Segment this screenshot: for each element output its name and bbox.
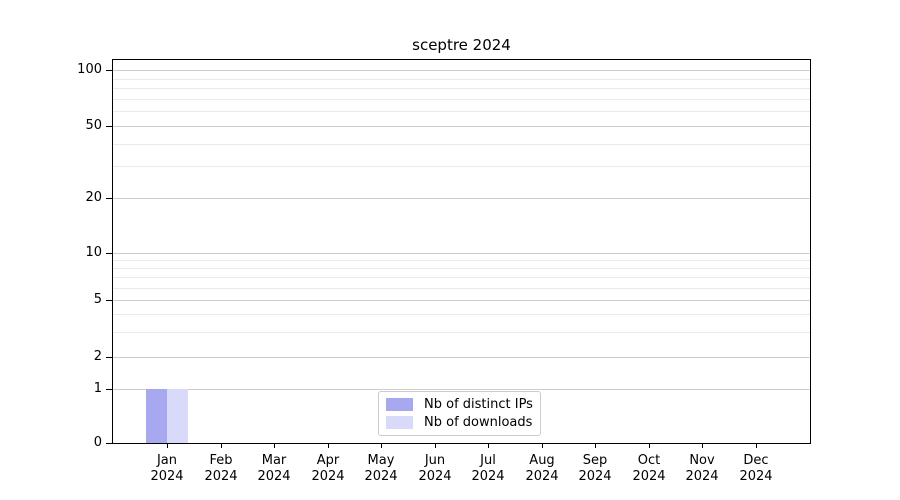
y-tick-mark [106,389,113,390]
x-tick-month: Oct [637,453,661,468]
x-tick-label: Jun 2024 [405,453,465,485]
x-tick-year: 2024 [418,469,452,484]
x-tick-mark [381,444,382,448]
legend-item: Nb of downloads [386,414,533,431]
y-tick-label: 20 [85,190,102,205]
x-tick-year: 2024 [685,469,719,484]
x-tick-month: Apr [316,453,340,468]
x-tick-mark [488,444,489,448]
gridline-minor [113,79,810,80]
y-tick-mark [106,198,113,199]
x-tick-label: Jul 2024 [458,453,518,485]
x-tick-year: 2024 [364,469,398,484]
x-tick-mark [328,444,329,448]
y-tick-mark [106,253,113,254]
x-tick-month: Aug [529,453,555,468]
gridline-minor [113,88,810,89]
x-tick-month: Dec [743,453,769,468]
bar-downloads [167,389,189,443]
gridline-major [113,70,810,71]
y-tick-label: 0 [93,435,102,450]
gridline-minor [113,288,810,289]
y-tick-label: 2 [93,349,102,364]
x-tick-label: May 2024 [351,453,411,485]
x-tick-month: Jul [480,453,496,468]
x-tick-mark [702,444,703,448]
x-tick-label: Feb 2024 [191,453,251,485]
x-tick-mark [274,444,275,448]
x-tick-month: Jan [156,453,178,468]
x-tick-year: 2024 [739,469,773,484]
y-tick-mark [106,357,113,358]
legend-swatch [386,398,413,412]
gridline-major [113,126,810,127]
legend: Nb of distinct IPs Nb of downloads [378,391,541,436]
y-tick-label: 50 [85,118,102,133]
x-tick-label: Oct 2024 [619,453,679,485]
x-tick-month: Feb [209,453,233,468]
x-tick-mark [542,444,543,448]
gridline-minor [113,277,810,278]
x-tick-year: 2024 [632,469,666,484]
x-tick-month: Jun [424,453,446,468]
legend-label: Nb of distinct IPs [424,397,533,413]
x-tick-year: 2024 [150,469,184,484]
plot-area [112,59,811,444]
x-tick-year: 2024 [204,469,238,484]
x-tick-label: Jan 2024 [137,453,197,485]
gridline-minor [113,268,810,269]
x-tick-label: Nov 2024 [672,453,732,485]
y-tick-label: 1 [93,381,102,396]
gridline-major [113,357,810,358]
y-tick-mark [106,300,113,301]
x-tick-label: Mar 2024 [244,453,304,485]
x-tick-mark [167,444,168,448]
x-tick-year: 2024 [311,469,345,484]
y-tick-label: 5 [93,292,102,307]
x-tick-month: May [367,453,395,468]
legend-item: Nb of distinct IPs [386,396,533,413]
x-tick-label: Apr 2024 [298,453,358,485]
x-tick-mark [435,444,436,448]
gridline-minor [113,260,810,261]
x-tick-year: 2024 [525,469,559,484]
y-tick-mark [106,70,113,71]
x-tick-label: Sep 2024 [565,453,625,485]
legend-swatch [386,415,413,429]
x-tick-mark [756,444,757,448]
x-tick-month: Mar [261,453,287,468]
gridline-minor [113,166,810,167]
x-tick-month: Nov [689,453,715,468]
gridline-minor [113,332,810,333]
x-tick-mark [649,444,650,448]
gridline-major [113,253,810,254]
x-tick-year: 2024 [471,469,505,484]
chart-title: sceptre 2024 [412,36,511,54]
gridline-major [113,389,810,390]
y-tick-label: 100 [77,62,102,77]
y-tick-label: 10 [85,245,102,260]
gridline-major [113,198,810,199]
bar-distinct-ips [145,389,167,443]
x-tick-year: 2024 [578,469,612,484]
gridline-minor [113,314,810,315]
legend-label: Nb of downloads [424,414,533,430]
x-tick-mark [595,444,596,448]
x-tick-month: Sep [582,453,608,468]
x-tick-label: Dec 2024 [726,453,786,485]
gridline-minor [113,144,810,145]
gridline-major [113,300,810,301]
x-tick-mark [221,444,222,448]
gridline-minor [113,111,810,112]
x-tick-label: Aug 2024 [512,453,572,485]
y-tick-mark [106,443,113,444]
gridline-minor [113,99,810,100]
x-tick-year: 2024 [257,469,291,484]
y-tick-mark [106,126,113,127]
